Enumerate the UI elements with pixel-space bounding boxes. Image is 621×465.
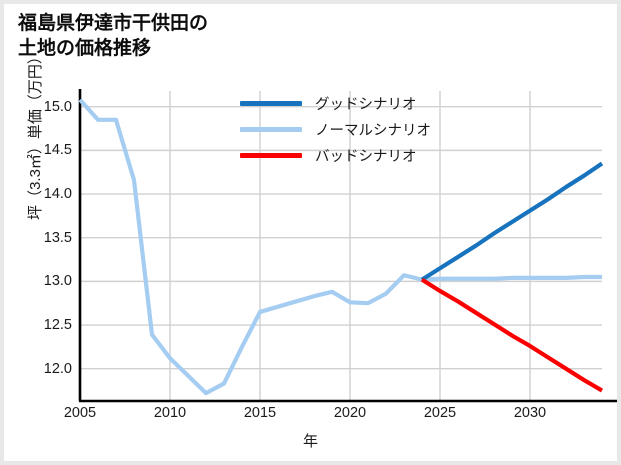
x-tick-label: 2025 — [423, 405, 457, 421]
plot-area-wrapper: 15.0 14.5 14.0 13.5 13.0 12.5 12.0 2005 2010 201… — [4, 4, 617, 461]
y-tick-label: 13.0 — [43, 273, 72, 290]
y-tick-label: 14.0 — [43, 186, 72, 203]
legend-color-swatch — [240, 126, 302, 132]
legend-label: グッドシナリオ — [315, 96, 417, 113]
y-tick-label: 14.5 — [43, 142, 72, 159]
x-tick-label: 2020 — [333, 405, 367, 421]
y-tick-label: 15.0 — [43, 98, 72, 115]
legend-label: ノーマルシナリオ — [315, 122, 431, 139]
legend-color-swatch — [240, 152, 302, 158]
legend-item[interactable]: ノーマルシナリオ — [240, 116, 431, 142]
legend-label: バッドシナリオ — [315, 148, 417, 165]
data-series-layer — [78, 98, 604, 396]
x-tick-label: 2005 — [63, 405, 97, 421]
chart-legend: グッドシナリオ ノーマルシナリオ バッドシナリオ — [240, 90, 431, 168]
chart-plot-svg — [78, 89, 617, 403]
x-axis-tick-labels: 2005 2010 2015 2020 2025 2030 — [4, 401, 617, 431]
legend-item[interactable]: バッドシナリオ — [240, 142, 431, 168]
legend-item[interactable]: グッドシナリオ — [240, 90, 431, 116]
x-axis-title: 年 — [302, 433, 318, 450]
y-tick-label: 13.5 — [43, 229, 72, 246]
y-axis-title: 坪（3.3㎡）単価（万円） — [27, 49, 44, 220]
chart-canvas: 福島県伊達市干供田の 土地の価格推移 15.0 14.5 14.0 13.5 13.0 1… — [4, 4, 617, 461]
legend-color-swatch — [240, 100, 302, 106]
x-tick-label: 2015 — [243, 405, 277, 421]
x-tick-label: 2030 — [513, 405, 547, 421]
y-tick-label: 12.5 — [43, 317, 72, 334]
y-tick-label: 12.0 — [43, 360, 72, 377]
chart-title: 福島県伊達市干供田の 土地の価格推移 — [18, 13, 209, 59]
axis-lines — [78, 89, 617, 403]
x-tick-label: 2010 — [153, 405, 187, 421]
y-axis-tick-labels: 15.0 14.5 14.0 13.5 13.0 12.5 12.0 — [28, 4, 72, 461]
